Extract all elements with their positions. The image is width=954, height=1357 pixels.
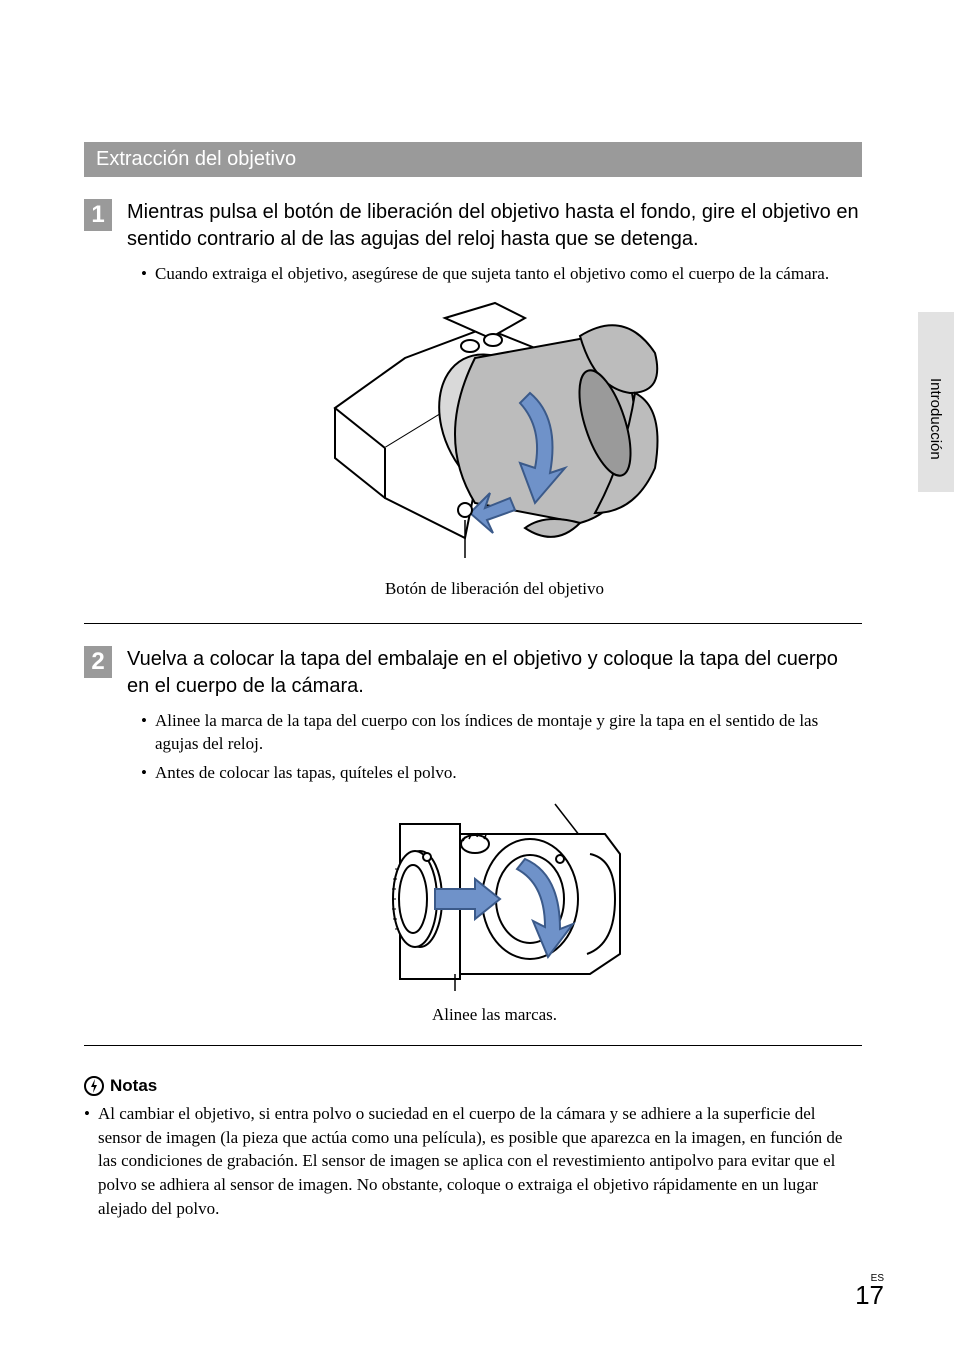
step-2-bullet-0: Alinee la marca de la tapa del cuerpo co… <box>141 710 862 756</box>
notes-block: Notas Al cambiar el objetivo, si entra p… <box>84 1076 862 1221</box>
step-1: 1 Mientras pulsa el botón de liberación … <box>84 199 862 609</box>
step-2: 2 Vuelva a colocar la tapa del embalaje … <box>84 646 862 1031</box>
side-tab-label: Introducción <box>927 378 944 460</box>
step-1-bullet: Cuando extraiga el objetivo, asegúrese d… <box>141 263 862 286</box>
notes-item: Al cambiar el objetivo, si entra polvo o… <box>84 1102 862 1221</box>
body-cap-illustration <box>365 799 625 994</box>
notes-heading-text: Notas <box>110 1076 157 1096</box>
step-2-figure-caption: Alinee las marcas. <box>127 1005 862 1025</box>
step-1-title: Mientras pulsa el botón de liberación de… <box>127 199 862 253</box>
notes-heading: Notas <box>84 1076 862 1096</box>
step-2-body: Vuelva a colocar la tapa del embalaje en… <box>127 646 862 1031</box>
page-content: Extracción del objetivo 1 Mientras pulsa… <box>84 142 862 1221</box>
notes-icon <box>84 1076 104 1096</box>
page-footer: ES 17 <box>855 1273 884 1311</box>
divider-1 <box>84 623 862 624</box>
step-number-1: 1 <box>84 199 112 231</box>
step-1-figure: Botón de liberación del objetivo <box>127 298 862 599</box>
step-2-bullet-1: Antes de colocar las tapas, quíteles el … <box>141 762 862 785</box>
step-1-body: Mientras pulsa el botón de liberación de… <box>127 199 862 609</box>
page-number: 17 <box>855 1280 884 1310</box>
step-number-2: 2 <box>84 646 112 678</box>
step-1-figure-caption: Botón de liberación del objetivo <box>127 579 862 599</box>
divider-2 <box>84 1045 862 1046</box>
section-header: Extracción del objetivo <box>84 142 862 177</box>
step-2-bullets: Alinee la marca de la tapa del cuerpo co… <box>141 710 862 785</box>
step-1-bullets: Cuando extraiga el objetivo, asegúrese d… <box>141 263 862 286</box>
lens-removal-illustration <box>325 298 665 568</box>
step-2-figure: Alinee las marcas. <box>127 799 862 1025</box>
step-2-title: Vuelva a colocar la tapa del embalaje en… <box>127 646 862 700</box>
